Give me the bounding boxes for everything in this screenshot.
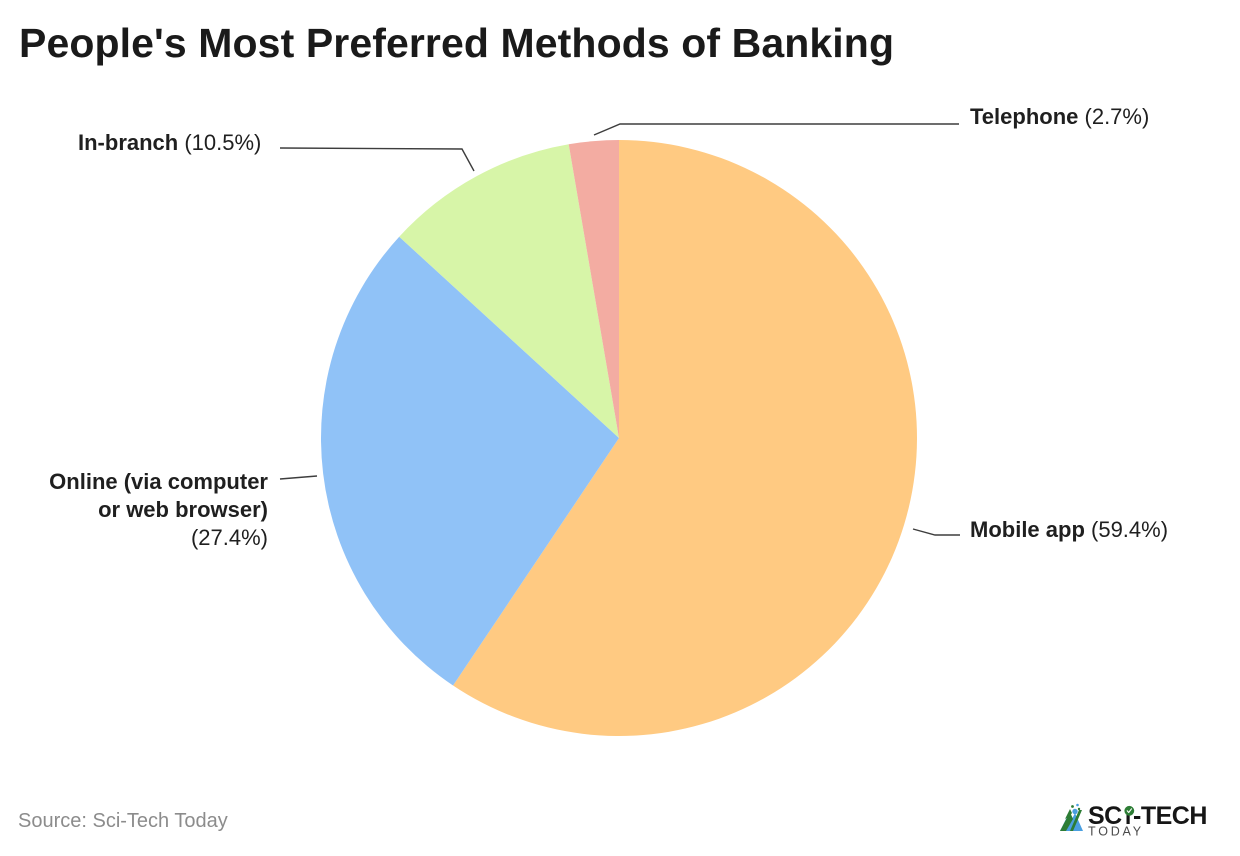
svg-text:TODAY: TODAY xyxy=(1088,825,1144,839)
svg-text:-TECH: -TECH xyxy=(1133,802,1207,830)
